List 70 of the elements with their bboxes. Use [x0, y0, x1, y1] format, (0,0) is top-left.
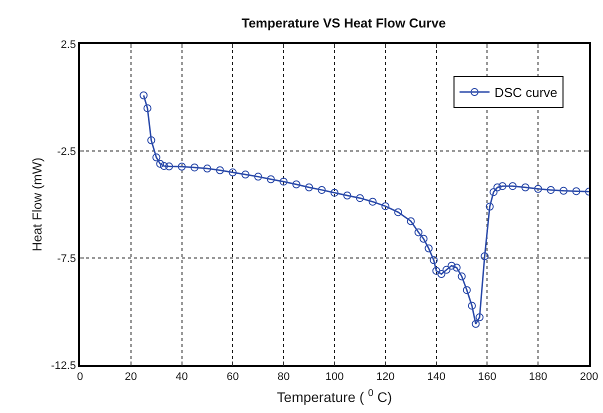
point: [498, 182, 506, 190]
point: [190, 163, 199, 172]
point: [203, 164, 212, 173]
point: [394, 208, 402, 216]
point: [472, 320, 480, 328]
point: [420, 234, 428, 243]
point: [368, 198, 377, 206]
y-axis-title: Heat Flow (mW): [29, 158, 44, 252]
point: [280, 178, 288, 186]
point: [468, 302, 476, 310]
y-tick-label: -7.5: [57, 252, 76, 265]
point: [165, 162, 174, 170]
point: [178, 162, 186, 171]
chart-title: Temperature VS Heat Flow Curve: [242, 16, 446, 31]
point: [462, 286, 471, 294]
point: [152, 153, 160, 162]
point: [330, 188, 338, 197]
x-tick-label: 40: [176, 370, 188, 383]
point: [572, 187, 580, 196]
x-tick-label: 120: [376, 370, 395, 383]
point: [486, 202, 494, 211]
point: [143, 104, 152, 112]
point: [241, 170, 250, 179]
point: [424, 244, 433, 252]
point: [430, 256, 438, 264]
point: [292, 180, 300, 188]
point: [560, 186, 568, 195]
x-tick-label: 60: [226, 370, 239, 383]
point: [356, 194, 364, 202]
x-tick-label: 140: [427, 370, 446, 383]
legend-label: DSC curve: [494, 85, 558, 100]
x-tick-label: 20: [124, 370, 138, 383]
x-tick-label: 0: [76, 370, 84, 383]
point: [160, 162, 168, 170]
point: [442, 266, 450, 274]
point: [254, 172, 262, 181]
y-tick-label: -2.5: [57, 146, 76, 158]
x-tick-label: 100: [325, 370, 344, 383]
point: [448, 262, 456, 270]
point: [493, 183, 502, 192]
point: [147, 136, 156, 144]
point: [381, 202, 390, 210]
point: [305, 183, 314, 192]
point: [406, 217, 415, 226]
y-tick-label: 2.5: [60, 38, 76, 51]
point: [490, 188, 498, 196]
x-tick-label: 180: [528, 370, 548, 383]
point: [458, 272, 466, 280]
point: [228, 168, 237, 176]
point: [437, 270, 446, 278]
point: [534, 184, 542, 193]
x-tick-label: 200: [580, 370, 598, 383]
point: [546, 186, 555, 194]
point: [266, 175, 275, 184]
point: [156, 160, 164, 168]
y-tick-label: -12.5: [50, 360, 76, 372]
point: [216, 166, 224, 174]
point: [343, 192, 352, 200]
point: [318, 186, 326, 194]
point: [432, 266, 440, 275]
point: [508, 182, 517, 190]
point: [414, 228, 422, 236]
x-tick-label: 160: [478, 370, 496, 383]
point: [452, 264, 461, 272]
point: [480, 252, 489, 260]
point: [521, 183, 530, 192]
point: [140, 91, 148, 100]
x-axis-title: Temperature ( $^{0}$ C): [276, 388, 392, 405]
point: [476, 313, 484, 322]
x-tick-label: 80: [277, 370, 290, 383]
